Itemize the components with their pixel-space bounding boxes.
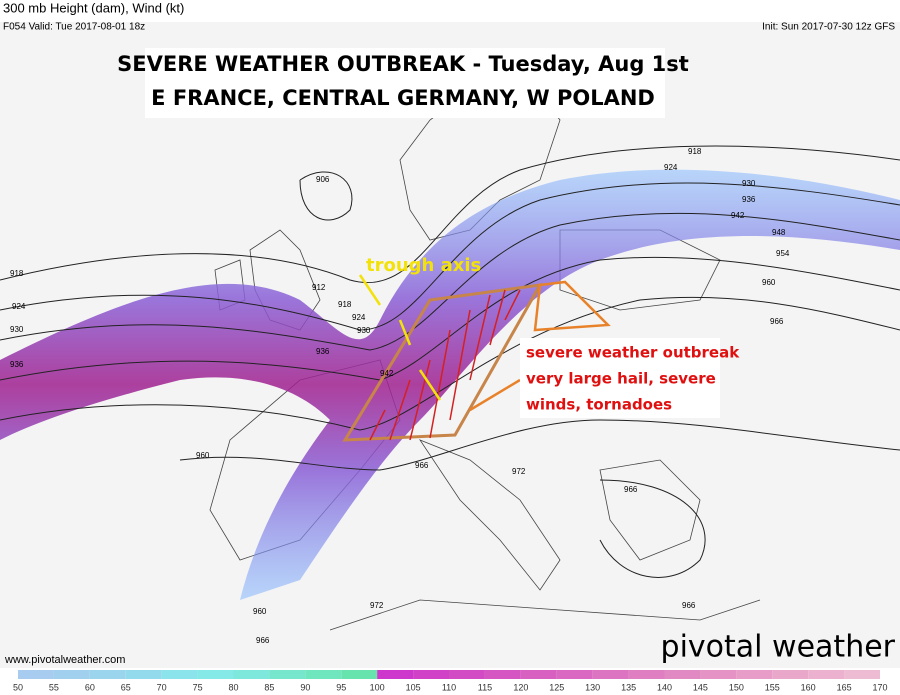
colorbar-label: 155 xyxy=(765,682,780,692)
contour-label: 942 xyxy=(731,211,745,220)
header-init: Init: Sun 2017-07-30 12z GFS xyxy=(762,22,895,33)
colorbar-label: 50 xyxy=(13,682,23,692)
contour-label: 936 xyxy=(10,360,24,369)
colorbar-segment xyxy=(377,670,414,679)
trough-label: trough axis xyxy=(366,255,481,276)
colorbar-segment xyxy=(18,670,54,679)
colorbar-segment xyxy=(520,670,557,679)
header-valid: F054 Valid: Tue 2017-08-01 18z xyxy=(3,22,145,33)
colorbar-label: 90 xyxy=(300,682,310,692)
headline: SEVERE WEATHER OUTBREAK - Tuesday, Aug 1… xyxy=(117,52,689,76)
contour-label: 918 xyxy=(10,269,24,278)
headline-box xyxy=(145,48,665,118)
colorbar-label: 125 xyxy=(549,682,564,692)
footer-url: www.pivotalweather.com xyxy=(4,654,125,666)
colorbar-label: 85 xyxy=(264,682,274,692)
contour-label: 966 xyxy=(682,601,696,610)
colorbar-segment xyxy=(700,670,737,679)
colorbar-segment xyxy=(556,670,593,679)
colorbar-segment xyxy=(808,670,845,679)
contour-label: 924 xyxy=(12,302,26,311)
contour-label: 918 xyxy=(688,147,702,156)
contour-label: 972 xyxy=(512,467,526,476)
colorbar-label: 115 xyxy=(478,682,492,692)
contour-label: 912 xyxy=(312,283,326,292)
contour-label: 960 xyxy=(253,607,267,616)
contour-label: 954 xyxy=(776,249,790,258)
contour-label: 924 xyxy=(664,163,678,172)
severe-text: very large hail, severe xyxy=(526,370,716,388)
contour-label: 972 xyxy=(370,601,384,610)
colorbar-label: 135 xyxy=(621,682,636,692)
contour-label: 936 xyxy=(742,195,756,204)
colorbar-label: 110 xyxy=(442,682,456,692)
colorbar-segment xyxy=(844,670,880,679)
colorbar-label: 100 xyxy=(370,682,385,692)
colorbar-label: 145 xyxy=(693,682,708,692)
colorbar: 50 55 60 65 70 75 80 85 90 95 100 105 110 115 120 125 13… xyxy=(0,668,900,695)
contour-label: 966 xyxy=(256,636,270,645)
header-title: 300 mb Height (dam), Wind (kt) xyxy=(3,0,184,15)
colorbar-segment xyxy=(161,670,198,679)
contour-label: 966 xyxy=(770,317,784,326)
colorbar-segment xyxy=(305,670,342,679)
colorbar-segment xyxy=(413,670,449,679)
colorbar-label: 80 xyxy=(228,682,238,692)
colorbar-label: 170 xyxy=(872,682,887,692)
contour-label: 930 xyxy=(357,326,371,335)
contour-label: 918 xyxy=(338,300,352,309)
colorbar-segment xyxy=(125,670,162,679)
contour-label: 906 xyxy=(316,175,330,184)
hatching xyxy=(369,289,521,441)
contour-label: 948 xyxy=(772,228,786,237)
colorbar-segment xyxy=(53,670,90,679)
severe-text: severe weather outbreak xyxy=(526,344,740,362)
contour-label: 960 xyxy=(196,451,210,460)
colorbar-segment xyxy=(197,670,234,679)
colorbar-label: 65 xyxy=(121,682,131,692)
colorbar-segment xyxy=(736,670,773,679)
contour-label: 924 xyxy=(352,313,366,322)
colorbar-segment xyxy=(592,670,629,679)
colorbar-segment xyxy=(484,670,521,679)
colorbar-label: 55 xyxy=(49,682,59,692)
colorbar-label: 130 xyxy=(585,682,600,692)
arrows xyxy=(358,274,611,412)
contour-label: 966 xyxy=(415,461,429,470)
contour-label: 930 xyxy=(742,179,756,188)
colorbar-segment xyxy=(341,670,378,679)
contour-label: 960 xyxy=(762,278,776,287)
colorbar-segment xyxy=(89,670,126,679)
colorbar-segment xyxy=(628,670,665,679)
annotation-box xyxy=(520,338,720,418)
colorbar-segment xyxy=(772,670,809,679)
colorbar-label: 60 xyxy=(85,682,95,692)
colorbar-label: 95 xyxy=(336,682,346,692)
severe-text: winds, tornadoes xyxy=(526,396,672,414)
contour-label: 942 xyxy=(380,369,394,378)
colorbar-label: 140 xyxy=(657,682,672,692)
contour-label: 930 xyxy=(10,325,24,334)
colorbar-label: 160 xyxy=(801,682,816,692)
colorbar-label: 150 xyxy=(729,682,744,692)
contour-labels: 9069129189249309369189249309369429489549… xyxy=(10,147,790,645)
colorbar-label: 70 xyxy=(157,682,167,692)
colorbar-segment xyxy=(449,670,485,679)
colorbar-label: 75 xyxy=(193,682,203,692)
contour-label: 966 xyxy=(624,485,638,494)
colorbar-segment xyxy=(233,670,270,679)
headline: E FRANCE, CENTRAL GERMANY, W POLAND xyxy=(151,86,655,110)
colorbar-label: 165 xyxy=(837,682,852,692)
logo: pivotal weather xyxy=(661,630,896,665)
contour-label: 936 xyxy=(316,347,330,356)
colorbar-label: 105 xyxy=(406,682,421,692)
colorbar-label: 120 xyxy=(513,682,528,692)
colorbar-segment xyxy=(269,670,306,679)
colorbar-segment xyxy=(664,670,701,679)
